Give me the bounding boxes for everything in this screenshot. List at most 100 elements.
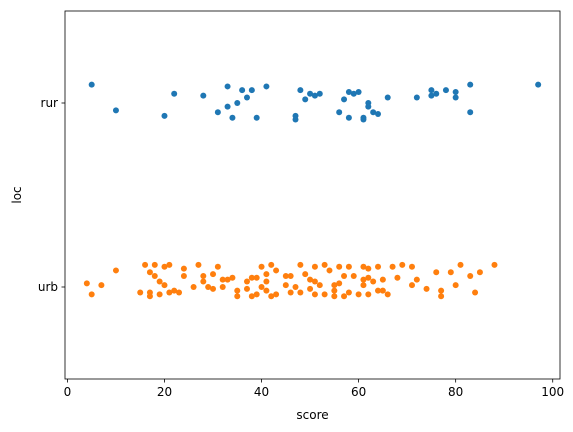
data-point-urb	[171, 287, 178, 294]
data-point-urb	[379, 287, 386, 294]
data-point-urb	[234, 287, 241, 294]
data-point-urb	[151, 261, 158, 268]
data-point-rur	[452, 88, 459, 95]
data-point-rur	[467, 81, 474, 88]
x-tick-label: 60	[351, 385, 366, 399]
data-point-urb	[491, 261, 498, 268]
data-point-rur	[365, 103, 372, 110]
data-point-rur	[375, 111, 382, 118]
data-point-rur	[302, 96, 309, 103]
data-point-urb	[146, 293, 153, 300]
data-point-urb	[151, 272, 158, 279]
data-point-urb	[379, 276, 386, 283]
data-point-urb	[263, 278, 270, 285]
x-tick-label: 20	[157, 385, 172, 399]
data-point-urb	[292, 284, 299, 290]
data-point-urb	[166, 261, 173, 268]
data-point-urb	[321, 291, 328, 298]
data-point-urb	[311, 291, 318, 298]
data-point-urb	[311, 278, 318, 285]
y-tick-label: rur	[41, 96, 59, 110]
data-point-urb	[331, 282, 338, 289]
data-point-urb	[307, 276, 314, 283]
data-point-urb	[161, 263, 168, 270]
data-point-urb	[438, 287, 445, 294]
data-point-urb	[384, 291, 391, 298]
data-point-urb	[200, 278, 207, 285]
data-point-urb	[248, 274, 255, 281]
data-point-urb	[297, 289, 304, 296]
data-point-urb	[263, 287, 270, 294]
data-point-urb	[83, 280, 90, 287]
data-point-rur	[370, 109, 377, 116]
data-point-urb	[433, 269, 440, 276]
data-point-urb	[311, 263, 318, 270]
data-point-urb	[472, 289, 479, 296]
data-point-urb	[210, 285, 217, 292]
data-point-urb	[331, 287, 338, 294]
data-point-urb	[142, 261, 149, 268]
data-point-rur	[452, 94, 459, 101]
data-point-urb	[360, 263, 367, 270]
data-point-urb	[350, 272, 357, 279]
data-point-urb	[88, 291, 95, 298]
data-point-rur	[263, 83, 270, 90]
data-point-urb	[316, 282, 323, 289]
data-point-rur	[341, 96, 348, 103]
data-point-urb	[365, 291, 372, 298]
ticks-layer: 0 20 40 60 80 100 rur urb	[38, 96, 564, 399]
data-point-urb	[360, 282, 367, 289]
data-point-rur	[535, 81, 542, 88]
data-point-urb	[210, 271, 217, 278]
data-point-urb	[190, 284, 197, 290]
data-point-urb	[224, 276, 231, 283]
data-point-rur	[442, 87, 449, 94]
data-point-urb	[394, 274, 401, 281]
data-point-rur	[248, 87, 255, 94]
data-point-urb	[229, 274, 236, 281]
data-point-urb	[341, 272, 348, 279]
data-point-rur	[433, 90, 440, 97]
data-point-urb	[282, 282, 289, 289]
data-point-urb	[345, 289, 352, 296]
data-point-urb	[355, 291, 362, 298]
data-point-urb	[214, 263, 221, 270]
data-point-rur	[307, 90, 314, 97]
data-point-urb	[248, 293, 255, 300]
data-point-urb	[98, 282, 105, 289]
data-point-urb	[176, 289, 183, 296]
data-point-rur	[243, 94, 250, 101]
data-point-urb	[156, 278, 163, 285]
data-point-urb	[408, 263, 415, 270]
data-point-rur	[345, 88, 352, 95]
data-point-urb	[200, 272, 207, 279]
data-point-rur	[350, 90, 357, 97]
data-point-rur	[336, 109, 343, 116]
data-point-urb	[146, 269, 153, 276]
plot-area	[65, 11, 560, 379]
data-point-rur	[234, 100, 241, 106]
data-point-urb	[447, 269, 454, 276]
data-point-urb	[452, 282, 459, 289]
data-point-rur	[345, 114, 352, 121]
data-point-urb	[195, 261, 202, 268]
data-point-urb	[336, 280, 343, 287]
data-point-urb	[137, 289, 144, 296]
y-tick-label: urb	[38, 280, 58, 294]
data-point-urb	[268, 261, 275, 268]
data-point-urb	[365, 265, 372, 272]
data-point-urb	[161, 282, 168, 289]
x-tick-label: 0	[64, 385, 72, 399]
data-point-urb	[399, 261, 406, 268]
data-point-urb	[370, 278, 377, 285]
points-layer	[83, 81, 542, 300]
data-point-urb	[234, 293, 241, 300]
data-point-rur	[292, 116, 299, 123]
data-point-urb	[375, 263, 382, 270]
x-tick-label: 40	[254, 385, 269, 399]
data-point-rur	[360, 116, 367, 123]
data-point-rur	[413, 94, 420, 101]
data-point-urb	[243, 278, 250, 285]
data-point-urb	[219, 284, 226, 290]
